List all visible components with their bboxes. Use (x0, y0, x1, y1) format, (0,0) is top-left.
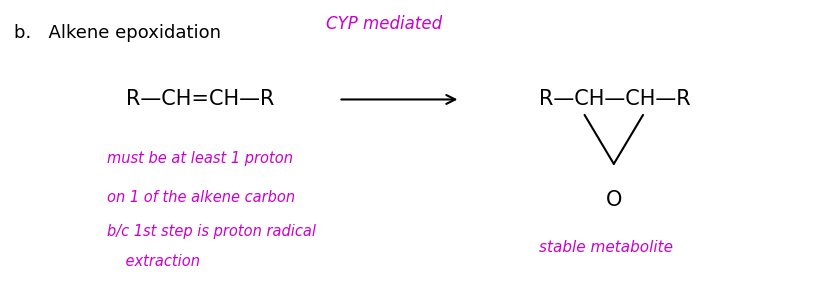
Text: on 1 of the alkene carbon: on 1 of the alkene carbon (107, 190, 295, 205)
Text: must be at least 1 proton: must be at least 1 proton (107, 151, 293, 166)
Text: stable metabolite: stable metabolite (540, 241, 673, 256)
Text: b.   Alkene epoxidation: b. Alkene epoxidation (14, 24, 221, 42)
Text: R—CH=CH—R: R—CH=CH—R (126, 89, 275, 110)
Text: R—CH—CH—R: R—CH—CH—R (539, 89, 690, 110)
Text: b/c 1st step is proton radical: b/c 1st step is proton radical (107, 224, 316, 239)
Text: O: O (606, 190, 622, 210)
Text: CYP mediated: CYP mediated (326, 15, 443, 33)
Text: extraction: extraction (107, 254, 200, 269)
